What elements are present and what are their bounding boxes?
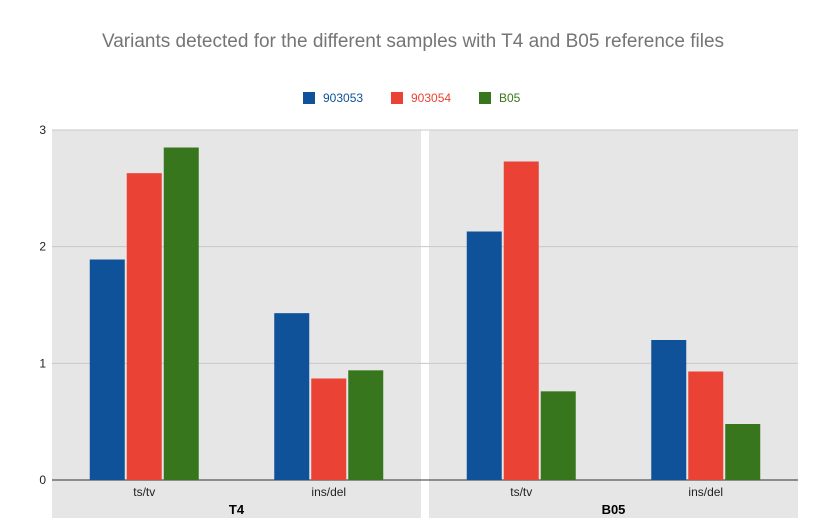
bar	[466, 231, 502, 480]
legend-swatch	[303, 92, 315, 104]
y-tick-label: 0	[39, 473, 46, 487]
x-tick-label: ins/del	[311, 485, 346, 499]
group-label: B05	[602, 502, 626, 517]
legend-label: 903054	[411, 91, 451, 105]
bar	[163, 147, 199, 480]
bar	[274, 313, 310, 480]
x-tick-label: ts/tv	[510, 485, 532, 499]
chart-title: Variants detected for the different samp…	[102, 31, 724, 52]
legend-label: 903053	[323, 91, 363, 105]
y-tick-label: 2	[39, 240, 46, 254]
bar	[725, 424, 761, 480]
legend-swatch	[391, 92, 403, 104]
bar	[311, 378, 347, 480]
group-label: T4	[229, 502, 245, 517]
x-axis: ts/tv ins/del T4 ts/tv ins/del B05	[133, 485, 723, 517]
bar	[89, 259, 125, 480]
legend-swatch	[479, 92, 491, 104]
bar	[688, 371, 724, 480]
bar	[651, 340, 687, 480]
bar	[540, 391, 576, 480]
x-tick-label: ts/tv	[133, 485, 155, 499]
legend: 903053 903054 B05	[303, 91, 521, 105]
legend-label: B05	[499, 91, 521, 105]
bars	[89, 147, 761, 480]
y-tick-label: 3	[39, 123, 46, 137]
y-axis: 0 1 2 3	[39, 123, 46, 487]
bar	[503, 161, 539, 480]
bar	[126, 173, 162, 480]
x-tick-label: ins/del	[688, 485, 723, 499]
y-tick-label: 1	[39, 356, 46, 370]
bar	[348, 370, 384, 480]
